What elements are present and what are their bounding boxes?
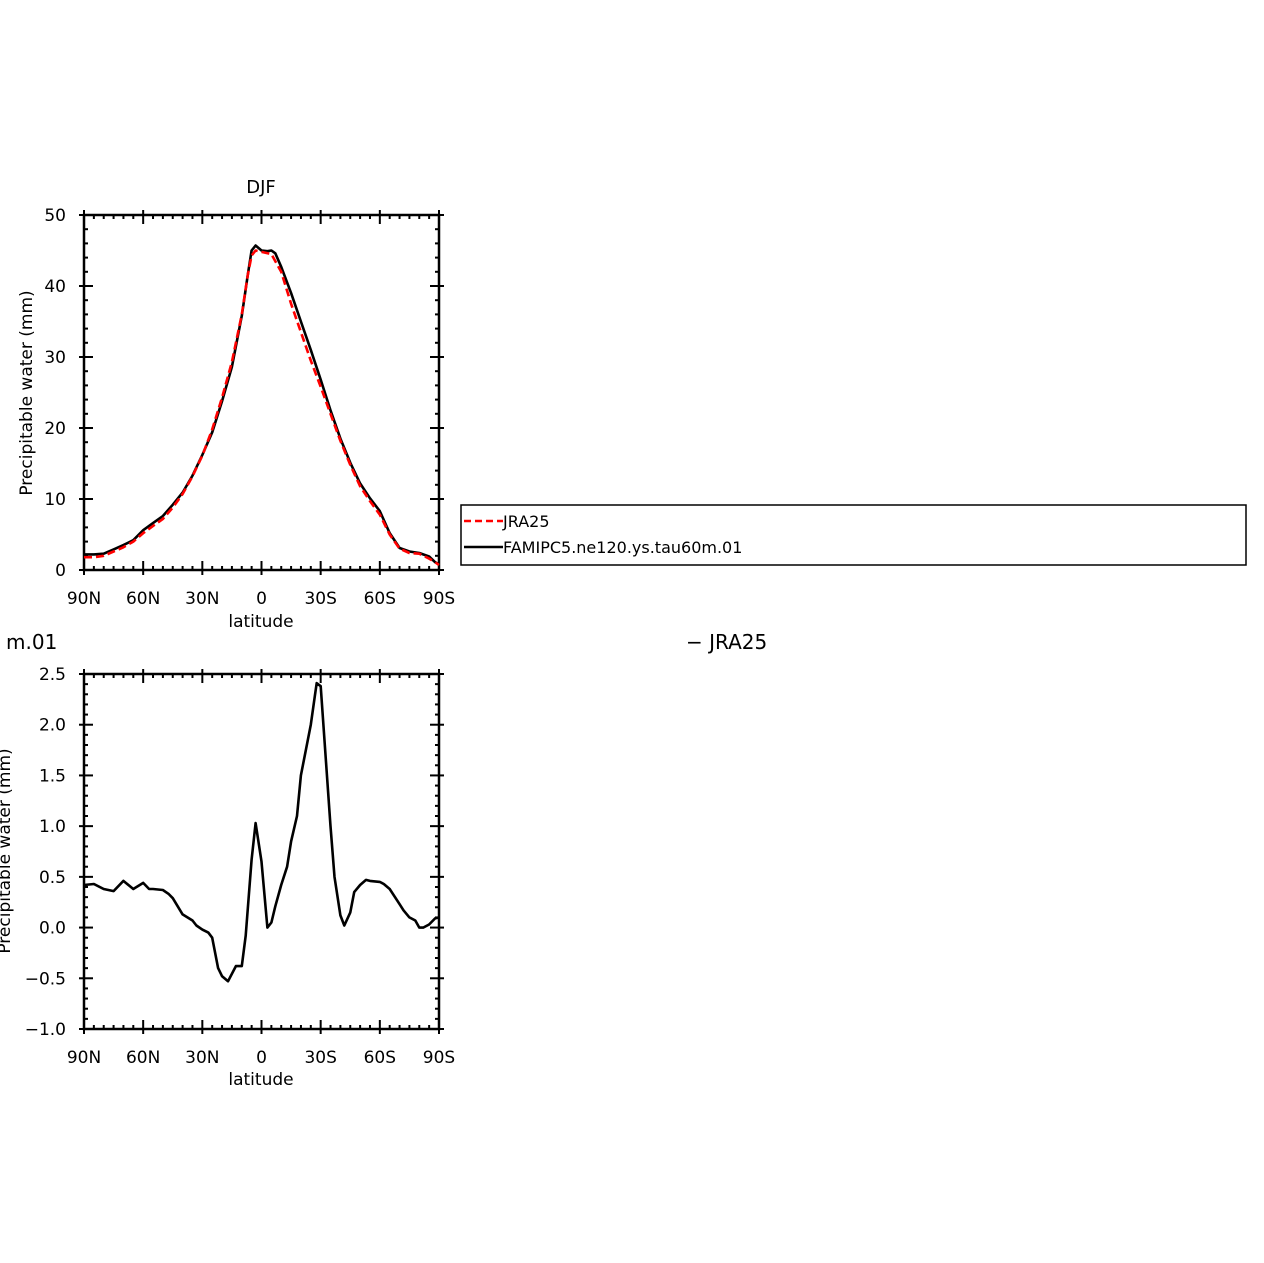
top-panel: DJF 90N 60N 30N 0 30S 60S 90S 0 10 20 30 40 50 latit… (17, 177, 455, 632)
bottom-y-tick-label: 0.5 (39, 868, 66, 888)
top-x-tick-label: 90N (67, 589, 101, 609)
top-y-tick-label: 20 (44, 419, 66, 439)
top-x-tick-label: 30N (185, 589, 219, 609)
legend-label-jra25: JRA25 (502, 512, 550, 531)
bottom-y-tick-label: −1.0 (25, 1020, 66, 1040)
top-axes: 90N 60N 30N 0 30S 60S 90S 0 10 20 30 40 50 (44, 206, 455, 609)
bottom-title-left: m.01 (6, 630, 57, 654)
bottom-x-tick-label: 60N (126, 1048, 160, 1068)
top-x-tick-label: 60S (364, 589, 396, 609)
top-series-group (84, 244, 440, 567)
bottom-series-group (83, 681, 440, 983)
bottom-title-right: − JRA25 (686, 630, 767, 654)
bottom-panel: m.01 − JRA25 90N 60N 30N 0 30S 60S 90S −1.0 −0.5… (0, 630, 767, 1090)
top-x-axis-label: latitude (228, 612, 293, 632)
bottom-plot-frame (82, 672, 441, 1031)
bottom-y-tick-label: 1.5 (39, 766, 66, 786)
top-series-line-0 (84, 249, 440, 567)
top-plot-frame (82, 213, 441, 572)
bottom-x-tick-label: 30N (185, 1048, 219, 1068)
bottom-x-axis-label: latitude (228, 1070, 293, 1090)
top-y-tick-label: 50 (44, 206, 66, 226)
bottom-y-tick-label: 1.0 (39, 817, 66, 837)
bottom-y-tick-label: 2.0 (39, 716, 66, 736)
top-x-tick-label: 60N (126, 589, 160, 609)
bottom-x-tick-label: 90N (67, 1048, 101, 1068)
bottom-y-tick-label: 0.0 (39, 919, 66, 939)
top-y-tick-label: 10 (44, 490, 66, 510)
bottom-x-tick-label: 0 (256, 1048, 267, 1068)
bottom-axes: 90N 60N 30N 0 30S 60S 90S −1.0 −0.5 0.0 0.5 1.0 1.5 2… (25, 665, 456, 1068)
bottom-y-tick-label: 2.5 (39, 665, 66, 685)
top-x-tick-label: 0 (256, 589, 267, 609)
top-y-axis-label: Precipitable water (mm) (17, 290, 37, 495)
top-x-tick-label: 30S (304, 589, 336, 609)
legend-box (460, 504, 1247, 566)
top-y-tick-label: 0 (55, 561, 66, 581)
top-y-tick-label: 40 (44, 277, 66, 297)
legend: JRA25 FAMIPC5.ne120.ys.tau60m.01 (460, 504, 1247, 566)
bottom-x-tick-label: 90S (423, 1048, 455, 1068)
top-series-line-1 (84, 244, 440, 566)
bottom-series-line-0 (83, 681, 440, 983)
top-title: DJF (246, 177, 276, 198)
top-x-tick-label: 90S (423, 589, 455, 609)
bottom-y-tick-label: −0.5 (25, 969, 66, 989)
legend-label-famipc5: FAMIPC5.ne120.ys.tau60m.01 (503, 538, 742, 557)
top-y-tick-label: 30 (44, 348, 66, 368)
bottom-x-tick-label: 60S (364, 1048, 396, 1068)
bottom-x-tick-label: 30S (304, 1048, 336, 1068)
bottom-y-axis-label: Precipitable water (mm) (0, 748, 15, 953)
